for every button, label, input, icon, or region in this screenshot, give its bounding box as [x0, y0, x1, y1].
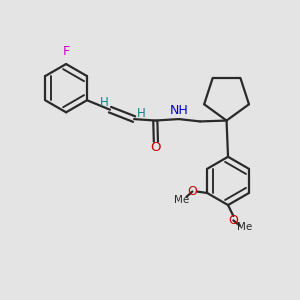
Text: H: H — [137, 107, 146, 120]
Text: O: O — [228, 214, 238, 227]
Text: O: O — [151, 141, 161, 154]
Text: H: H — [100, 95, 109, 109]
Text: Me: Me — [238, 222, 253, 232]
Text: O: O — [188, 185, 197, 198]
Text: Me: Me — [174, 195, 189, 205]
Text: F: F — [62, 44, 70, 58]
Text: NH: NH — [170, 104, 189, 117]
